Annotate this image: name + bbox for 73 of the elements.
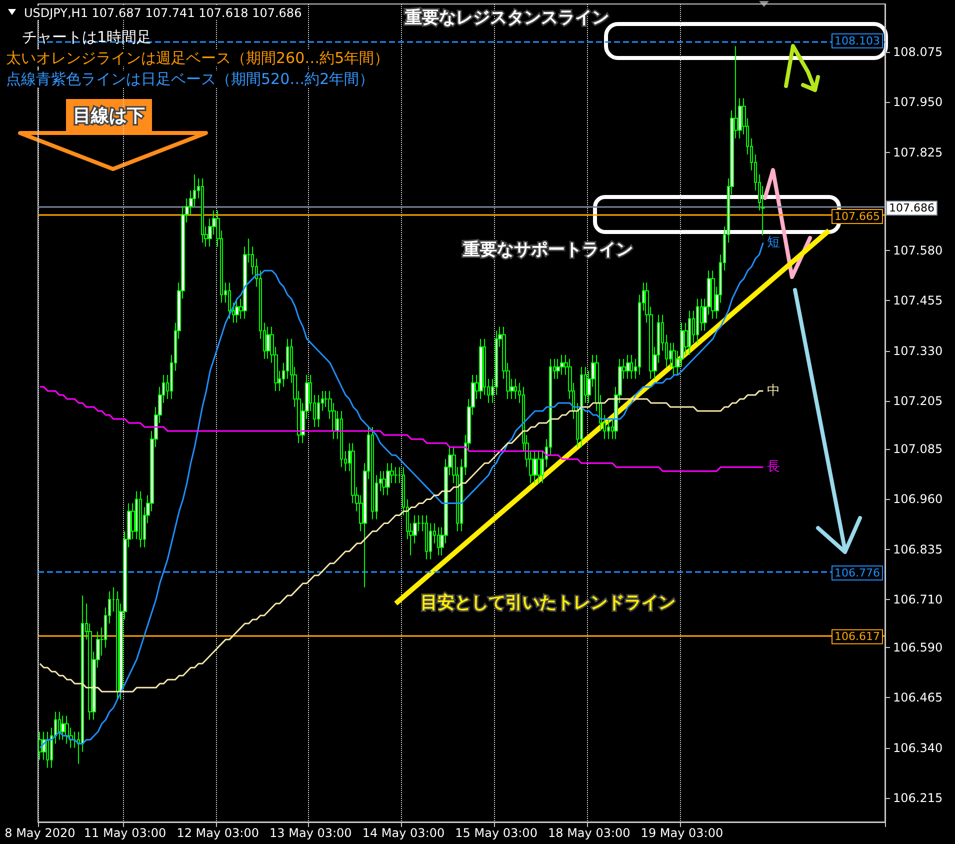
annotation: 点線青紫色ラインは日足ベース（期間520…約2年間） <box>6 70 374 88</box>
y-tick-label: 107.950 <box>893 95 943 110</box>
y-tick-label: 107.580 <box>893 244 943 258</box>
candlestick <box>235 298 239 324</box>
y-tick-label: 107.330 <box>893 344 943 358</box>
ref-line-label: 106.617 <box>834 630 880 644</box>
series-label: 長 <box>767 460 780 475</box>
series-label: 短 <box>767 235 780 250</box>
candlestick <box>38 731 42 760</box>
candlestick <box>479 338 483 400</box>
x-tick-label: 14 May 03:00 <box>362 826 445 840</box>
candlestick <box>371 426 374 520</box>
candlestick <box>58 711 61 740</box>
series-label: 中 <box>767 383 780 398</box>
line-series <box>39 386 764 472</box>
y-tick-label: 107.825 <box>893 145 943 160</box>
y-tick-label: 107.085 <box>893 442 943 456</box>
candlestick <box>537 450 541 484</box>
annotation: 太いオレンジラインは週足ベース（期間260…約5年間） <box>6 49 390 67</box>
x-tick-label: 8 May 2020 <box>4 826 76 840</box>
y-tick-label: 106.590 <box>893 640 943 655</box>
candlestick <box>711 270 715 320</box>
annotation: USDJPY,H1 107.687 107.741 107.618 107.686 <box>24 6 302 20</box>
candlestick <box>340 410 343 468</box>
y-tick-label: 107.205 <box>893 394 943 408</box>
candlestick <box>437 526 440 556</box>
x-tick-label: 15 May 03:00 <box>455 826 538 840</box>
ref-line-label: 108.103 <box>834 34 880 48</box>
candlestick <box>139 490 142 548</box>
x-tick-label: 19 May 03:00 <box>640 826 724 840</box>
candlestick <box>556 358 560 380</box>
y-tick-label: 106.835 <box>893 542 943 556</box>
candlestick <box>266 326 270 360</box>
candlestick <box>116 590 119 700</box>
y-tick-label: 106.710 <box>893 592 943 606</box>
candlestick <box>626 354 630 380</box>
candlestick <box>317 394 320 428</box>
y-tick-label: 106.465 <box>893 690 943 705</box>
candlestick <box>560 354 564 376</box>
x-tick-label: 18 May 03:00 <box>548 826 630 840</box>
candlestick <box>630 354 633 380</box>
line-series <box>39 390 764 692</box>
candlestick <box>386 462 390 496</box>
y-tick-label: 106.960 <box>893 492 943 506</box>
ref-line-label: 106.776 <box>834 566 880 580</box>
candlestick <box>228 282 231 320</box>
candlestick <box>65 715 69 744</box>
candlestick <box>688 310 691 356</box>
candlestick <box>46 731 49 768</box>
y-tick-label: 107.455 <box>893 294 943 308</box>
annotation: 目線は下 <box>73 106 145 126</box>
annotation: 重要なレジスタンスライン <box>404 8 609 28</box>
y-tick-label: 106.340 <box>893 740 943 755</box>
y-tick-label: 106.215 <box>893 790 943 805</box>
y-tick-label: 108.075 <box>893 45 943 60</box>
candlestick <box>580 366 583 448</box>
annotation: 目安として引いたトレンドライン <box>420 593 676 613</box>
x-tick-label: 11 May 03:00 <box>84 826 166 840</box>
x-tick-label: 12 May 03:00 <box>176 826 259 840</box>
candlestick <box>61 715 65 740</box>
candlestick <box>672 342 676 376</box>
candlestick <box>533 450 537 484</box>
ref-line-label: 107.686 <box>889 202 934 215</box>
annotation: チャートは1時間足 <box>22 28 152 46</box>
annotation: 重要なサポートライン <box>462 240 633 260</box>
candlestick <box>201 178 204 244</box>
candlestick <box>425 514 428 560</box>
candlestick <box>394 466 398 484</box>
candlestick <box>514 378 517 400</box>
candlestick <box>607 418 610 440</box>
x-tick-label: 13 May 03:00 <box>270 826 352 840</box>
ref-line-label: 107.665 <box>834 210 880 224</box>
candlestick <box>696 298 699 344</box>
